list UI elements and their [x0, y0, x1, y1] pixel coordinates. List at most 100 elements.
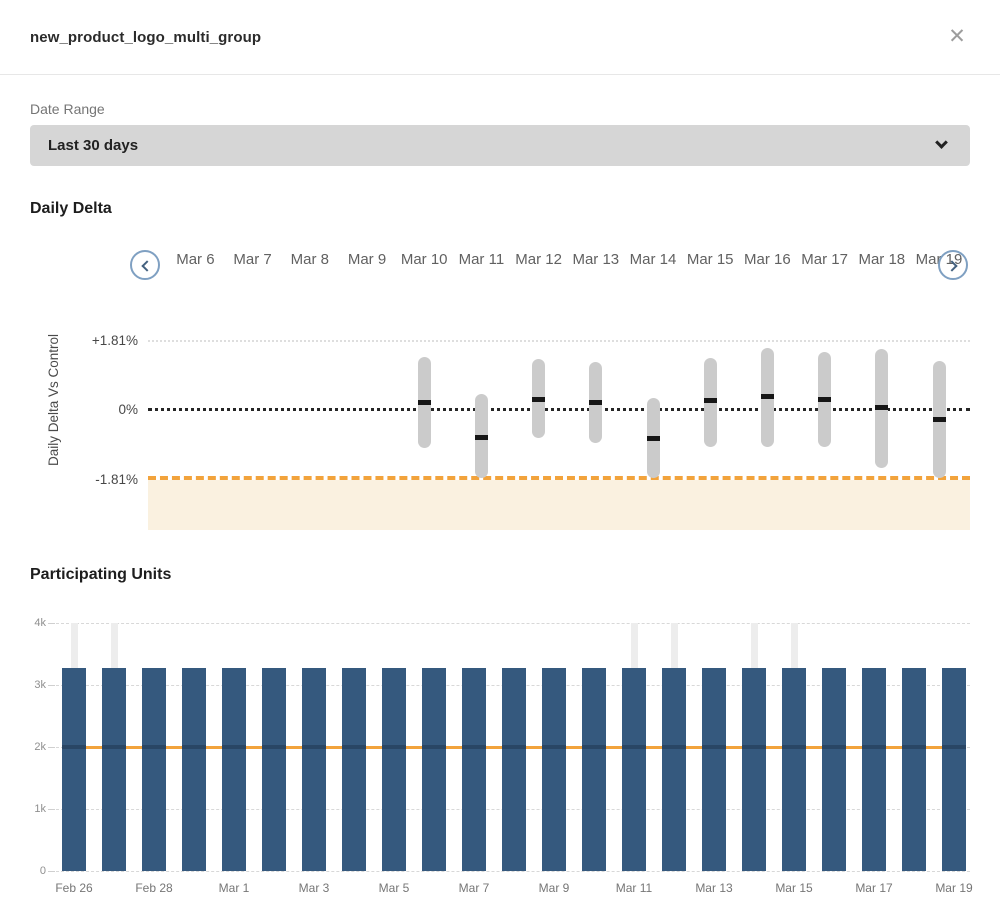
threshold-shaded-region — [148, 480, 970, 530]
delta-mid-tick — [818, 397, 832, 403]
y-tick-label: +1.81% — [91, 333, 138, 348]
participating-units-heading: Participating Units — [30, 566, 172, 583]
units-bar-control-stripe — [742, 744, 766, 749]
units-bar-control-stripe — [382, 744, 406, 749]
units-bar — [262, 668, 286, 871]
x-tick-label: Feb 26 — [55, 881, 93, 895]
gridline — [56, 871, 970, 872]
units-bar-control-stripe — [102, 744, 126, 749]
carousel-date-label: Mar 16 — [744, 251, 791, 268]
units-bar — [382, 668, 406, 871]
delta-mid-tick — [932, 416, 946, 422]
units-bar — [342, 668, 366, 871]
gridline-upper — [148, 340, 970, 342]
units-bar — [862, 668, 886, 871]
delta-mid-tick — [589, 399, 603, 405]
units-bar-control-stripe — [662, 744, 686, 749]
x-tick-label: Mar 19 — [935, 881, 973, 895]
delta-range-bar — [474, 393, 488, 478]
units-whisker — [670, 623, 678, 669]
units-bar — [502, 668, 526, 871]
y-tick-mark — [48, 871, 55, 872]
units-bar-control-stripe — [342, 744, 366, 749]
carousel-date-label: Mar 8 — [290, 251, 329, 268]
carousel-date-label: Mar 10 — [400, 251, 448, 268]
units-whisker — [630, 623, 638, 669]
units-whisker — [110, 623, 118, 669]
x-tick-label: Mar 13 — [695, 881, 733, 895]
delta-range-bar — [532, 358, 546, 439]
carousel-date-label: Mar 15 — [686, 251, 734, 268]
y-tick-mark — [48, 747, 55, 748]
delta-range-bar — [417, 357, 431, 448]
x-tick-label: Mar 9 — [538, 881, 570, 895]
units-bar-control-stripe — [942, 744, 966, 749]
units-bar — [222, 668, 246, 871]
carousel-date-label: Mar 6 — [176, 251, 215, 268]
threshold-line — [148, 476, 970, 480]
y-tick-label: 0% — [118, 402, 138, 417]
units-whisker — [750, 623, 758, 669]
units-bar-control-stripe — [62, 744, 86, 749]
units-bar-control-stripe — [702, 744, 726, 749]
units-whisker — [70, 623, 78, 669]
units-bar — [102, 668, 126, 871]
chevron-left-icon — [141, 260, 153, 272]
delta-range-bar — [875, 349, 889, 468]
y-tick-label: -1.81% — [95, 472, 138, 487]
units-bar-control-stripe — [862, 744, 886, 749]
x-tick-label: Feb 28 — [135, 881, 173, 895]
carousel-date-label: Mar 7 — [233, 251, 272, 268]
chevron-down-icon — [935, 136, 948, 149]
delta-mid-tick — [760, 394, 774, 400]
y-tick-mark — [48, 809, 55, 810]
units-bar-control-stripe — [302, 744, 326, 749]
gridline-zero — [148, 408, 970, 411]
delta-mid-tick — [532, 396, 546, 402]
units-bar — [302, 668, 326, 871]
units-bar-control-stripe — [222, 744, 246, 749]
date-range-value: Last 30 days — [48, 137, 139, 154]
units-whisker — [790, 623, 798, 669]
units-bar-control-stripe — [142, 744, 166, 749]
units-bar-control-stripe — [502, 744, 526, 749]
units-bar — [622, 668, 646, 871]
y-tick-mark — [48, 623, 55, 624]
date-range-label: Date Range — [30, 101, 105, 117]
x-tick-label: Mar 17 — [855, 881, 893, 895]
units-bar-control-stripe — [542, 744, 566, 749]
x-tick-label: Mar 15 — [775, 881, 813, 895]
carousel-date-label: Mar 14 — [629, 251, 677, 268]
close-button[interactable]: ✕ — [942, 22, 972, 52]
units-bar — [742, 668, 766, 871]
units-bar-control-stripe — [782, 744, 806, 749]
units-bar — [542, 668, 566, 871]
delta-mid-tick — [703, 398, 717, 404]
units-bar — [822, 668, 846, 871]
x-tick-label: Mar 11 — [615, 881, 653, 895]
units-bar-control-stripe — [622, 744, 646, 749]
units-bar — [582, 668, 606, 871]
x-tick-label: Mar 1 — [218, 881, 250, 895]
delta-mid-tick — [875, 404, 889, 410]
date-range-select[interactable]: Last 30 days — [30, 125, 970, 166]
gridline — [56, 623, 970, 624]
carousel-prev-button[interactable] — [130, 250, 160, 280]
y-tick-label: 0 — [39, 865, 46, 877]
y-tick-label: 1k — [34, 803, 46, 815]
daily-delta-heading: Daily Delta — [30, 200, 112, 217]
delta-range-bar — [703, 358, 717, 447]
header-divider — [0, 74, 1000, 75]
modal-title: new_product_logo_multi_group — [30, 29, 262, 46]
units-bar-control-stripe — [902, 744, 926, 749]
carousel-date-label: Mar 11 — [458, 251, 505, 268]
delta-mid-tick — [474, 434, 488, 440]
units-bar-control-stripe — [462, 744, 486, 749]
delta-mid-tick — [417, 399, 431, 405]
carousel-next-button[interactable] — [938, 250, 968, 280]
units-bar — [462, 668, 486, 871]
units-bar-control-stripe — [262, 744, 286, 749]
delta-range-bar — [760, 348, 774, 448]
x-tick-label: Mar 5 — [378, 881, 410, 895]
delta-range-bar — [818, 352, 832, 448]
